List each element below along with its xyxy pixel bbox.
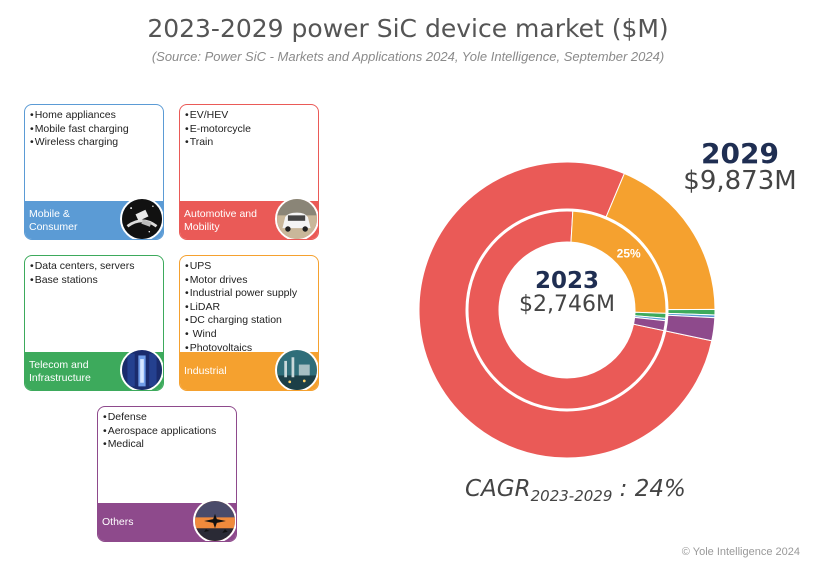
outer-year: 2029 — [701, 137, 779, 170]
cagr-suffix: : 24% — [612, 476, 686, 502]
segment-item: Aerospace applications — [103, 425, 232, 439]
segment-item: Train — [185, 136, 314, 150]
chart-title: 2023-2029 power SiC device market ($M) — [147, 14, 669, 43]
segment-item: DC charging station — [185, 314, 314, 328]
chart-subtitle: (Source: Power SiC - Markets and Applica… — [151, 49, 665, 64]
slice-2023-0 — [467, 210, 665, 410]
factory-icon — [275, 348, 318, 390]
satellite-icon — [120, 197, 163, 239]
segment-items-telecom: Data centers, serversBase stations — [25, 256, 163, 287]
segment-box-automotive: EV/HEVE-motorcycleTrain Automotive and M… — [179, 104, 319, 240]
segment-item: UPS — [185, 260, 314, 274]
car-icon — [275, 197, 318, 239]
segment-item: Industrial power supply — [185, 287, 314, 301]
segment-item: Defense — [103, 411, 232, 425]
segment-items-others: DefenseAerospace applicationsMedical — [98, 407, 236, 452]
segment-item: Mobile fast charging — [30, 123, 159, 137]
segment-items-consumer: Home appliancesMobile fast chargingWirel… — [25, 105, 163, 150]
segment-item: E-motorcycle — [185, 123, 314, 137]
segment-item: Base stations — [30, 274, 159, 288]
cagr-label: CAGR2023-2029 : 24% — [465, 476, 686, 505]
slice-2023-4 — [632, 316, 666, 332]
segment-item: LiDAR — [185, 301, 314, 315]
outer-value: $9,873M — [683, 166, 797, 196]
segment-item: Home appliances — [30, 109, 159, 123]
segment-box-others: DefenseAerospace applicationsMedical Oth… — [97, 406, 237, 542]
segment-item: Medical — [103, 438, 232, 452]
segment-item: EV/HEV — [185, 109, 314, 123]
cagr-range: 2023-2029 — [530, 487, 613, 505]
segment-items-industrial: UPSMotor drivesIndustrial power supplyLi… — [180, 256, 318, 355]
inner-year-label: 2023 $2,746M — [497, 268, 637, 317]
market-share-donut: 73%25% — [418, 161, 716, 459]
inner-year: 2023 — [534, 268, 599, 294]
aircraft-icon — [193, 499, 236, 541]
segment-item: Wind — [185, 328, 314, 342]
copyright: © Yole Intelligence 2024 — [681, 546, 800, 558]
segment-item: Motor drives — [185, 274, 314, 288]
slice-2029-0 — [418, 161, 713, 459]
inner-value: $2,746M — [519, 292, 615, 317]
segment-box-industrial: UPSMotor drivesIndustrial power supplyLi… — [179, 255, 319, 391]
segment-box-consumer: Home appliancesMobile fast chargingWirel… — [24, 104, 164, 240]
server-room-icon — [120, 348, 163, 390]
segment-items-automotive: EV/HEVE-motorcycleTrain — [180, 105, 318, 150]
slice-2029-4 — [665, 314, 716, 342]
segment-box-telecom: Data centers, serversBase stations Telec… — [24, 255, 164, 391]
segment-item: Photovoltaics — [185, 342, 314, 356]
segment-item: Wireless charging — [30, 136, 159, 150]
segment-item: Data centers, servers — [30, 260, 159, 274]
slice-label-2023-1: 25% — [617, 247, 641, 261]
outer-year-label: 2029 $9,873M — [660, 137, 816, 196]
cagr-prefix: CAGR — [465, 476, 531, 502]
